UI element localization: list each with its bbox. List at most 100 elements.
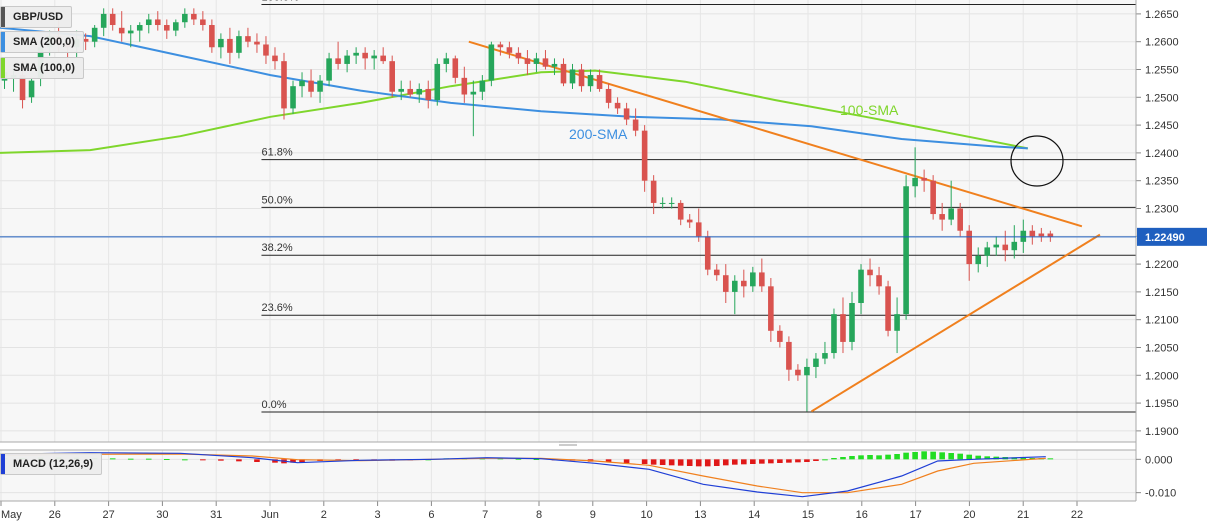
candle-bearish	[614, 97, 621, 114]
macd-histogram-bar	[695, 459, 702, 467]
fib-level-label: 50.0%	[261, 194, 292, 206]
macd-histogram-bar	[533, 459, 540, 460]
candle-body	[786, 341, 792, 370]
macd-histogram-bar	[200, 459, 206, 461]
candle-body	[903, 186, 909, 315]
macd-histogram-bar	[984, 456, 991, 460]
legend-macd-label: MACD (12,26,9)	[13, 458, 94, 470]
macd-histogram-bar	[1047, 458, 1054, 460]
candle-bullish	[434, 58, 441, 106]
macd-histogram-bar	[813, 459, 819, 461]
candle-bearish	[497, 41, 504, 56]
candle-body	[425, 88, 432, 101]
fibonacci-levels: 100.0% 61.8% 50.0% 38.2% 23.6% 0.0%	[261, 0, 1136, 413]
candle-bullish	[145, 13, 152, 34]
candle-bullish	[984, 241, 991, 267]
candle-bearish	[227, 27, 233, 64]
candle-bearish	[741, 269, 747, 298]
candle-bullish	[182, 8, 188, 28]
candle-bullish	[326, 52, 332, 87]
candle-bullish	[443, 52, 450, 73]
price-panel	[0, 0, 1136, 442]
candle-body	[948, 208, 954, 220]
macd-histogram-bar	[1020, 457, 1027, 460]
legend-macd[interactable]: MACD (12,26,9)	[0, 453, 103, 475]
candle-body	[28, 80, 35, 98]
candle-body	[443, 58, 450, 64]
time-tick-label: 10	[640, 509, 652, 521]
macd-line	[0, 452, 1046, 498]
time-tick-label: 7	[482, 509, 488, 521]
candle-body	[82, 38, 89, 42]
candle-body	[993, 244, 1000, 248]
candle-bearish	[632, 108, 639, 137]
legend-sma100[interactable]: SMA (100,0)	[0, 57, 84, 79]
macd-histogram-bar	[686, 459, 693, 466]
candle-bearish	[272, 47, 278, 70]
legend-sma200[interactable]: SMA (200,0)	[0, 31, 84, 53]
candles[interactable]	[1, 8, 1054, 412]
moving-averages	[0, 26, 1028, 154]
macd-histogram-bar	[182, 459, 188, 461]
candle-bearish	[623, 102, 630, 126]
panel-resize-handle[interactable]	[559, 441, 577, 446]
candle-body	[984, 247, 991, 256]
macd-histogram-bar	[876, 455, 882, 460]
candle-bearish	[461, 66, 468, 103]
candle-bullish	[993, 236, 1000, 256]
macd-histogram-bar	[659, 459, 666, 465]
candle-body	[912, 177, 918, 187]
candle-body	[957, 208, 963, 231]
candle-bearish	[759, 258, 765, 292]
candle-body	[335, 58, 341, 64]
price-tick-label: 1.2300	[1145, 203, 1179, 215]
candle-body	[371, 55, 377, 59]
candle-bullish	[587, 69, 594, 92]
macd-histogram-bar	[930, 451, 936, 460]
sma200-swatch	[1, 32, 5, 52]
candle-body	[200, 19, 206, 26]
candle-bullish	[750, 266, 756, 292]
candle-body	[173, 22, 179, 31]
candle-bearish	[777, 325, 783, 348]
legend-symbol[interactable]: GBP/USD	[0, 6, 73, 28]
candle-bearish	[254, 33, 260, 53]
macd-histogram-bar	[912, 452, 918, 460]
candle-body	[326, 58, 332, 81]
candle-body	[263, 44, 269, 56]
candle-bearish	[380, 47, 386, 64]
candle-body	[91, 27, 98, 42]
candle-bullish	[903, 175, 909, 320]
macd-indicator	[0, 451, 1054, 498]
candle-bullish	[975, 247, 982, 273]
candle-bullish	[912, 147, 918, 198]
fib-level-label: 100.0%	[261, 0, 299, 3]
trendline	[810, 233, 1101, 413]
candle-body	[614, 102, 621, 109]
macd-histogram-bar	[948, 453, 954, 460]
candle-body	[668, 202, 675, 204]
candle-body	[966, 230, 973, 265]
candle-bullish	[533, 52, 540, 73]
candle-body	[452, 58, 459, 78]
candle-bullish	[398, 80, 405, 101]
candle-body	[930, 180, 936, 215]
price-tick-label: 1.2100	[1145, 315, 1179, 327]
last-price-label: 1.22490	[1145, 232, 1185, 244]
time-tick-label: 16	[856, 509, 868, 521]
candle-bearish	[560, 58, 567, 87]
candle-body	[1047, 233, 1054, 237]
macd-histogram-bar	[975, 455, 982, 460]
macd-histogram-bar	[353, 459, 359, 461]
candle-bullish	[822, 341, 828, 365]
candle-body	[731, 280, 738, 292]
candle-bullish	[136, 22, 143, 42]
time-tick-label: 21	[1017, 509, 1029, 521]
macd-histogram-bar	[849, 456, 855, 460]
candle-bullish	[290, 80, 296, 114]
candle-bearish	[245, 27, 251, 48]
price-tick-label: 1.2450	[1145, 120, 1179, 132]
candle-bullish	[731, 275, 738, 315]
candle-bullish	[100, 8, 107, 37]
